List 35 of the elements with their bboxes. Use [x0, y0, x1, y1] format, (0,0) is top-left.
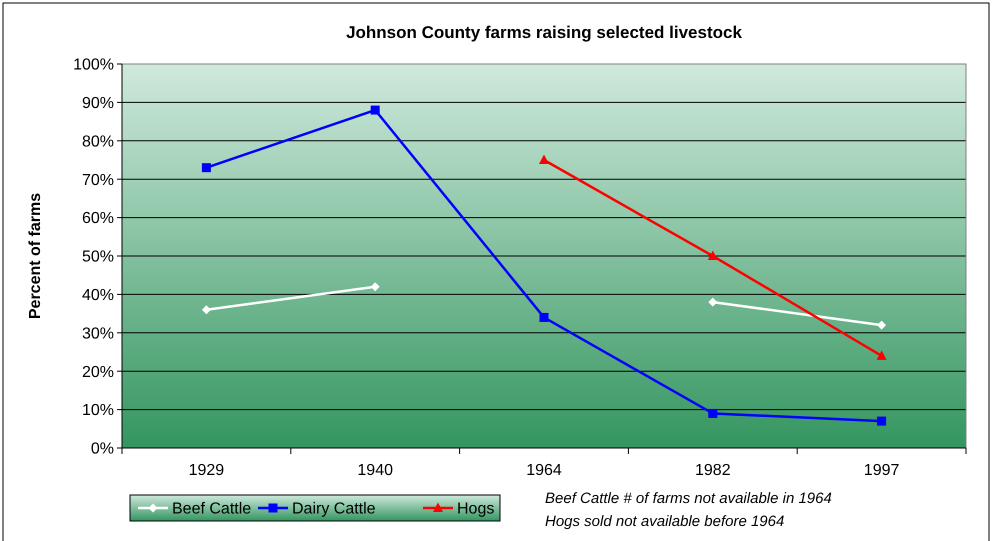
y-tick-label: 10%: [82, 402, 114, 420]
point: [202, 163, 211, 172]
point: [202, 305, 211, 314]
point: [876, 350, 887, 360]
y-axis-title: Percent of farms: [27, 192, 44, 320]
chart-title: Johnson County farms raising selected livestock: [346, 23, 742, 42]
y-tick-label: 90%: [82, 95, 114, 112]
legend-label: Beef Cattle: [172, 500, 252, 518]
y-tick-label: 80%: [82, 133, 114, 150]
y-tick-label: 100%: [73, 56, 114, 74]
x-tick-label: 1940: [357, 462, 394, 479]
point: [877, 416, 886, 426]
point: [708, 250, 718, 260]
y-tick-label: 40%: [82, 287, 114, 304]
point: [370, 106, 380, 115]
point: [370, 282, 380, 292]
y-tick-label: 70%: [82, 172, 114, 189]
text: Beef Cattle # of farms not available in 1964: [545, 490, 832, 507]
point: [540, 312, 548, 322]
x-tick-label: 1964: [526, 462, 562, 479]
point: [708, 298, 718, 307]
y-tick-label: 0%: [90, 440, 114, 458]
y-tick-label: 30%: [82, 325, 114, 342]
point: [708, 408, 718, 418]
x-tick-label: 1997: [864, 462, 900, 479]
x-tick-label: 1929: [188, 462, 224, 479]
y-tick-label: 50%: [82, 248, 114, 266]
legend-label: Hogs: [457, 500, 494, 518]
legend-label: Dairy Cattle: [292, 500, 376, 518]
text: Hogs sold not available before 1964: [545, 513, 784, 530]
y-tick-label: 20%: [82, 364, 114, 381]
y-tick-label: 60%: [82, 210, 114, 228]
point: [539, 154, 549, 164]
x-tick-label: 1982: [695, 462, 731, 479]
point: [877, 320, 886, 330]
